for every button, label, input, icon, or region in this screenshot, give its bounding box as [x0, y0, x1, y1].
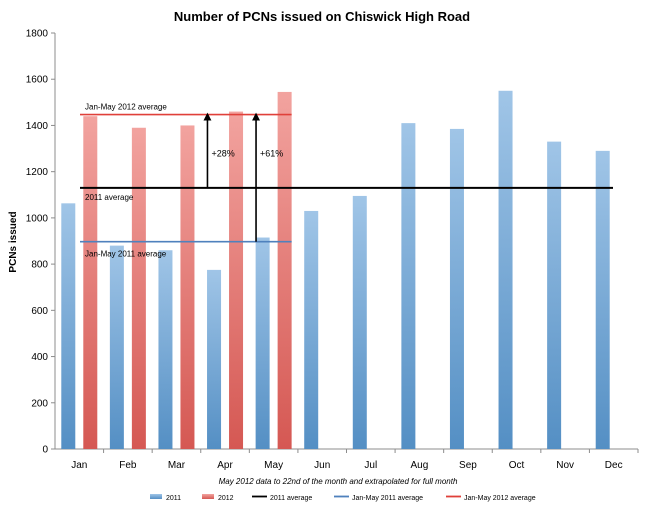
- y-tick-label: 600: [31, 306, 48, 317]
- bar-2011: [158, 250, 173, 449]
- x-tick-label: May: [264, 460, 283, 471]
- bar-2011: [547, 141, 562, 449]
- reference-line-label: Jan-May 2011 average: [85, 250, 167, 259]
- bar-2012: [277, 91, 292, 449]
- y-tick-label: 800: [31, 260, 48, 271]
- legend-label: Jan-May 2012 average: [464, 495, 536, 502]
- legend-label: 2011 average: [270, 495, 312, 502]
- reference-line-label: Jan-May 2012 average: [85, 103, 167, 112]
- bar-2011: [109, 245, 124, 449]
- x-tick-label: Jan: [71, 460, 87, 471]
- axes: 0 200 400 600 800 1000 1200 1400 1600 1800 Jan Feb M…: [26, 29, 639, 471]
- annotation-label: +28%: [211, 149, 234, 159]
- y-tick-label: 1400: [26, 121, 49, 132]
- legend-label: 2011: [166, 495, 181, 502]
- x-tick-label: Apr: [217, 460, 233, 471]
- bars: [61, 90, 610, 450]
- y-tick-label: 200: [31, 398, 48, 409]
- bar-2011: [304, 210, 319, 449]
- y-tick-label: 400: [31, 352, 48, 363]
- y-tick-label: 1800: [26, 29, 49, 40]
- y-axis-label: PCNs issued: [8, 211, 19, 272]
- x-tick-label: Sep: [459, 460, 477, 471]
- x-tick-label: Feb: [119, 460, 137, 471]
- legend-label: Jan-May 2011 average: [352, 495, 423, 502]
- annotations: +28% +61%: [203, 112, 283, 242]
- x-tick-label: Jun: [314, 460, 330, 471]
- x-tick-label: Oct: [509, 460, 525, 471]
- x-tick-label: Aug: [410, 460, 428, 471]
- bar-2011: [595, 150, 610, 449]
- x-tick-label: Mar: [168, 460, 186, 471]
- y-tick-label: 1600: [26, 75, 49, 86]
- y-tick-label: 1000: [26, 213, 49, 224]
- x-tick-label: Jul: [364, 460, 377, 471]
- x-tick-label: Dec: [605, 460, 623, 471]
- bar-2011: [401, 123, 416, 449]
- legend-swatch: [202, 494, 214, 499]
- y-tick-label: 1200: [26, 167, 49, 178]
- chart-title: Number of PCNs issued on Chiswick High R…: [174, 9, 470, 24]
- reference-lines: 2011 average Jan-May 2011 average Jan-May …: [80, 103, 613, 259]
- bar-2011: [207, 269, 222, 449]
- y-tick-label: 0: [42, 445, 48, 456]
- bar-2011: [449, 128, 464, 449]
- bar-2012: [180, 125, 195, 449]
- bar-2012: [229, 111, 244, 450]
- annotation-label: +61%: [260, 149, 283, 159]
- x-tick-label: Nov: [556, 460, 574, 471]
- chart-note: May 2012 data to 22nd of the month and e…: [219, 477, 458, 486]
- bar-2012: [83, 116, 98, 449]
- legend-swatch: [150, 494, 162, 499]
- bar-2012: [131, 127, 146, 449]
- bar-2011: [352, 195, 367, 449]
- bar-2011: [255, 237, 270, 449]
- bar-2011: [498, 90, 513, 450]
- legend-label: 2012: [218, 495, 234, 502]
- reference-line-label: 2011 average: [85, 193, 134, 202]
- bar-2011: [61, 203, 76, 449]
- legend: 2011 2012 2011 average Jan-May 2011 average…: [150, 494, 536, 502]
